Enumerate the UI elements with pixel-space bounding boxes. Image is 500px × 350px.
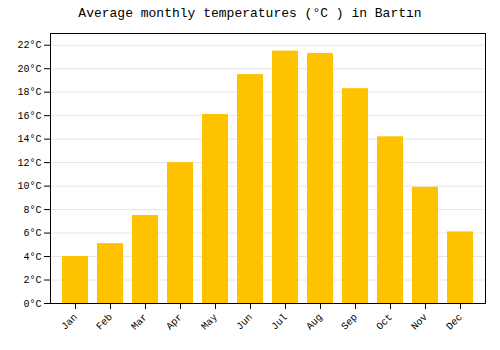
svg-text:Feb: Feb	[94, 312, 115, 333]
svg-text:Jun: Jun	[234, 312, 255, 333]
svg-text:2°C: 2°C	[23, 275, 41, 286]
svg-text:Oct: Oct	[374, 312, 395, 333]
svg-text:Jan: Jan	[59, 312, 80, 333]
svg-text:Jul: Jul	[269, 312, 290, 333]
svg-text:14°C: 14°C	[17, 134, 41, 145]
svg-text:20°C: 20°C	[17, 64, 41, 75]
html-text:Average monthly temperatures (: Average monthly temperatures (°C ) in Ba…	[78, 6, 422, 21]
svg-text:Apr: Apr	[164, 312, 185, 333]
svg-text:12°C: 12°C	[17, 158, 41, 169]
svg-text:Sep: Sep	[339, 312, 360, 333]
svg-text:18°C: 18°C	[17, 87, 41, 98]
svg-text:10°C: 10°C	[17, 181, 41, 192]
svg-text:May: May	[199, 312, 220, 333]
svg-text:16°C: 16°C	[17, 111, 41, 122]
svg-text:22°C: 22°C	[17, 40, 41, 51]
svg-text:4°C: 4°C	[23, 252, 41, 263]
svg-text:Aug: Aug	[304, 312, 325, 333]
svg-text:8°C: 8°C	[23, 205, 41, 216]
svg-text:Mar: Mar	[129, 312, 150, 333]
svg-text:6°C: 6°C	[23, 228, 41, 239]
svg-text:Nov: Nov	[409, 312, 430, 333]
svg-text:Dec: Dec	[444, 312, 465, 333]
svg-text:0°C: 0°C	[23, 299, 41, 310]
